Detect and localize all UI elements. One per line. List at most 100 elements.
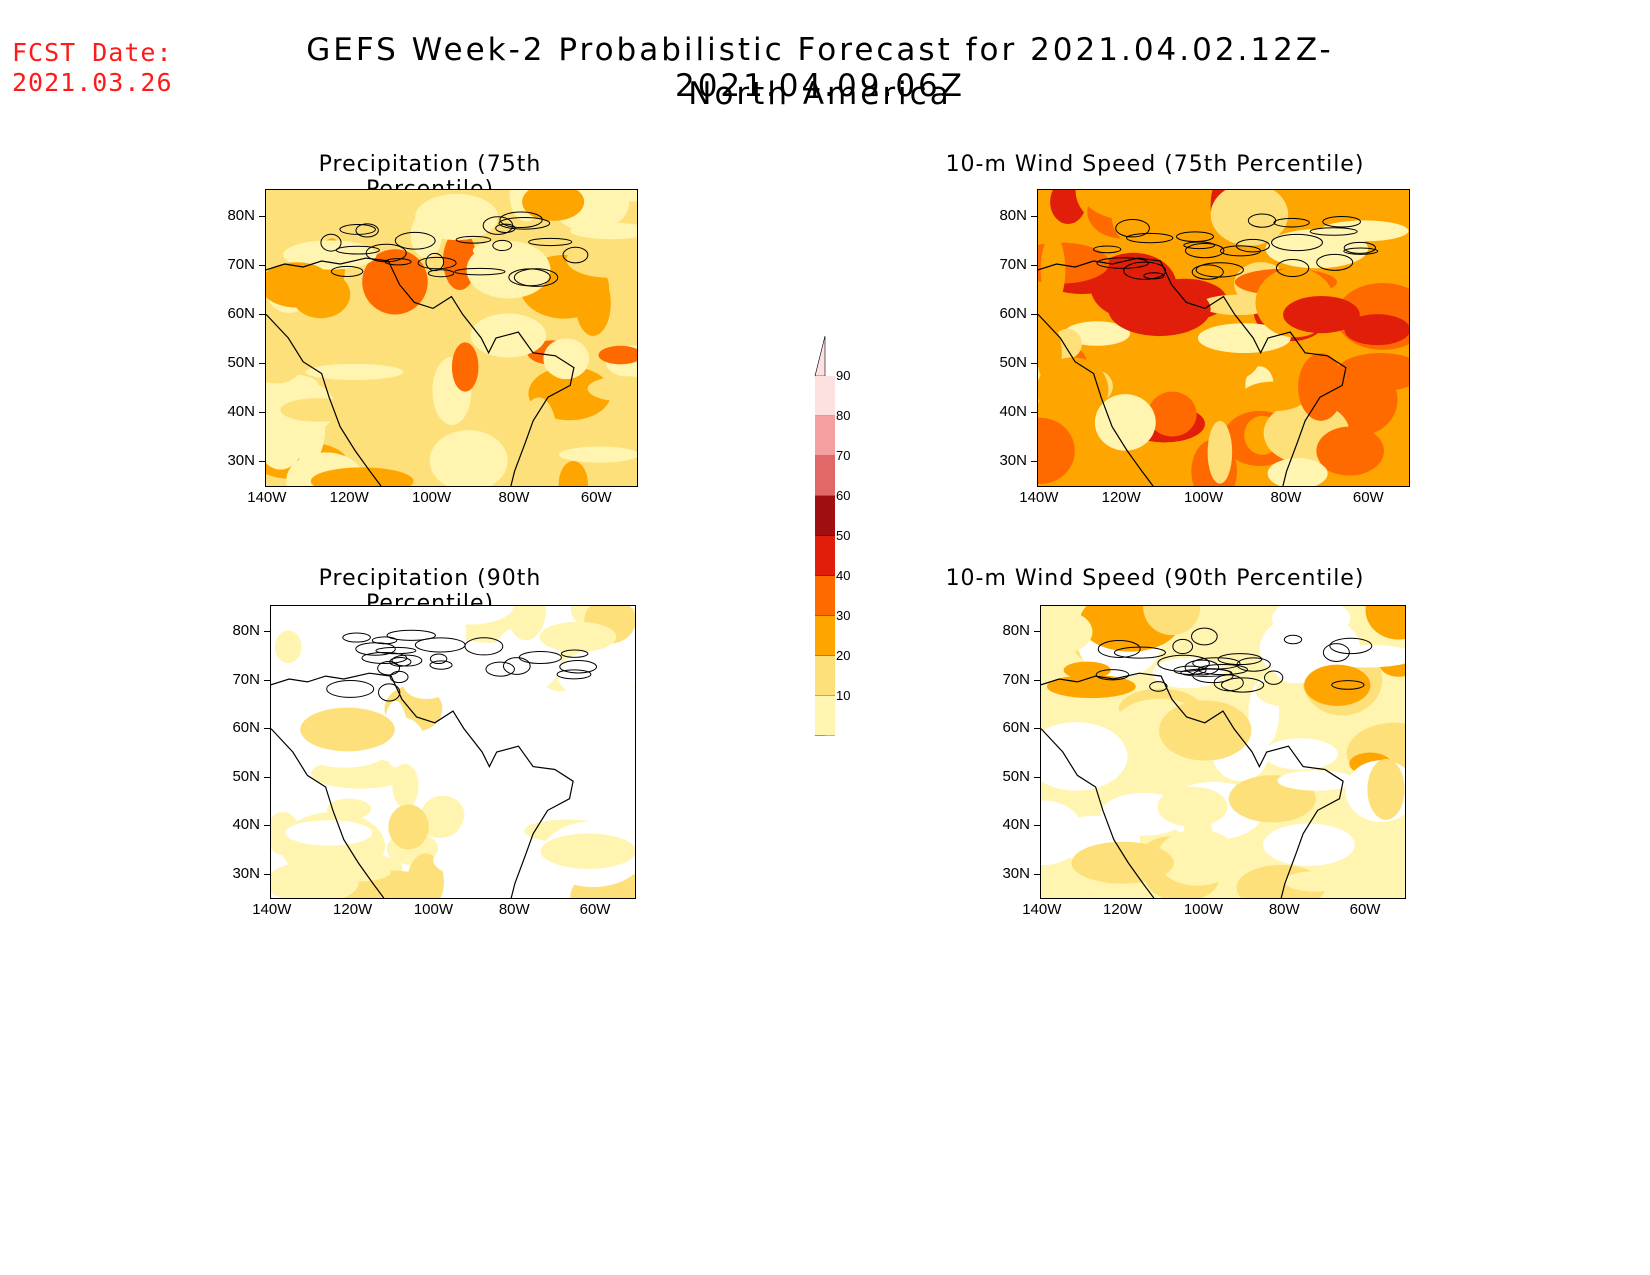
page-subtitle: North America <box>688 76 952 112</box>
coastline-island <box>429 660 453 670</box>
probability-blob <box>300 707 395 752</box>
lat-tick <box>1031 264 1037 266</box>
probability-blob <box>1038 417 1075 484</box>
probability-blob <box>1207 421 1233 484</box>
lat-tick-label: 70N <box>232 670 260 688</box>
lat-tick <box>264 873 270 875</box>
coastline-island <box>1113 646 1166 659</box>
probability-blob <box>1197 323 1291 353</box>
coastline-island <box>389 670 409 684</box>
coastline-island <box>1283 634 1303 645</box>
lon-tick-label: 140W <box>247 489 287 506</box>
coastline-island <box>335 245 380 255</box>
coastline-island <box>559 660 598 674</box>
forecast-date-label: FCST Date: 2021.03.26 <box>12 38 173 98</box>
colorbar-label: 10 <box>836 688 851 703</box>
lon-tick-label: 120W <box>329 489 369 506</box>
coastline-island <box>365 243 407 263</box>
probability-blob <box>353 378 382 438</box>
lat-tick <box>259 215 265 217</box>
colorbar-label: 50 <box>836 528 851 543</box>
probability-blob <box>431 293 479 322</box>
probability-blob <box>522 190 585 221</box>
coastline-island <box>1097 640 1141 658</box>
probability-blob <box>1277 770 1356 791</box>
lat-tick <box>1034 825 1040 827</box>
coastline-island <box>556 669 592 680</box>
panel-title-wind90: 10-m Wind Speed (90th Percentile) <box>945 566 1365 591</box>
coastline-island <box>1316 253 1354 271</box>
colorbar-segment <box>815 576 835 616</box>
probability-blob <box>587 376 637 402</box>
lon-tick-label: 80W <box>1268 901 1300 918</box>
coastline-island <box>1309 227 1358 236</box>
map-precip75 <box>265 189 638 487</box>
lat-tick <box>264 679 270 681</box>
map-canvas <box>266 190 637 486</box>
map-precip90 <box>270 605 636 899</box>
coastline-path <box>1038 257 1347 486</box>
lat-tick <box>1034 679 1040 681</box>
probability-blob <box>514 704 573 722</box>
lon-tick-label: 80W <box>498 901 530 918</box>
probability-blob <box>1344 314 1409 346</box>
probability-blob <box>415 193 499 241</box>
probability-blob <box>466 241 551 299</box>
page-title: GEFS Week-2 Probabilistic Forecast for 2… <box>306 32 1334 104</box>
coastline-path <box>266 257 575 486</box>
probability-blob <box>1041 610 1093 654</box>
colorbar-label: 20 <box>836 648 851 663</box>
lat-tick <box>1034 776 1040 778</box>
lon-tick-label: 100W <box>1183 489 1224 506</box>
probability-blob <box>421 795 465 835</box>
probability-blob <box>278 670 324 696</box>
coastline-island <box>1271 233 1323 252</box>
coastline-island <box>1175 231 1215 242</box>
lat-tick <box>1031 461 1037 463</box>
coastline-island <box>1126 232 1174 244</box>
probability-blob <box>1298 353 1344 421</box>
colorbar-segment <box>815 456 835 496</box>
coastline-island <box>1184 659 1220 676</box>
colorbar-segment <box>815 696 835 736</box>
lat-tick <box>264 825 270 827</box>
coastline-island <box>425 252 445 272</box>
probability-blob <box>1159 700 1252 761</box>
probability-blob <box>506 606 547 641</box>
lat-tick <box>259 412 265 414</box>
coastline-path <box>271 672 574 898</box>
lat-tick-label: 70N <box>1002 670 1030 688</box>
coastline-island <box>1172 638 1194 655</box>
probability-blob <box>557 650 635 700</box>
lat-tick <box>259 461 265 463</box>
coastline-path <box>1041 728 1155 898</box>
probability-blob <box>540 833 635 869</box>
lat-tick-label: 40N <box>999 403 1027 421</box>
probability-blob <box>599 687 635 745</box>
coastline-island <box>391 654 423 667</box>
probability-blob <box>283 240 377 270</box>
colorbar-label: 60 <box>836 488 851 503</box>
lat-tick-label: 60N <box>1002 719 1030 737</box>
probability-blob <box>1041 800 1084 865</box>
probability-blob <box>1040 234 1066 306</box>
coastline-island <box>1264 670 1284 685</box>
map-wind90 <box>1040 605 1406 899</box>
coastline-island <box>560 649 589 658</box>
probability-blob <box>1365 606 1405 640</box>
probability-blob <box>1071 841 1174 884</box>
probability-blob <box>1304 664 1371 706</box>
lon-tick-label: 80W <box>498 489 530 506</box>
coastline-island <box>320 233 342 252</box>
coastline-island <box>1275 259 1310 278</box>
probability-blob <box>1041 722 1128 791</box>
lat-tick-label: 70N <box>999 255 1027 273</box>
coastline-island <box>1191 627 1218 646</box>
lat-tick-label: 30N <box>1002 864 1030 882</box>
probability-blob <box>1316 426 1384 476</box>
lat-tick-label: 80N <box>227 206 255 224</box>
probability-blob <box>1094 394 1156 451</box>
probability-blob <box>1291 190 1346 225</box>
lat-tick <box>1034 631 1040 633</box>
coastline-island <box>384 258 412 266</box>
